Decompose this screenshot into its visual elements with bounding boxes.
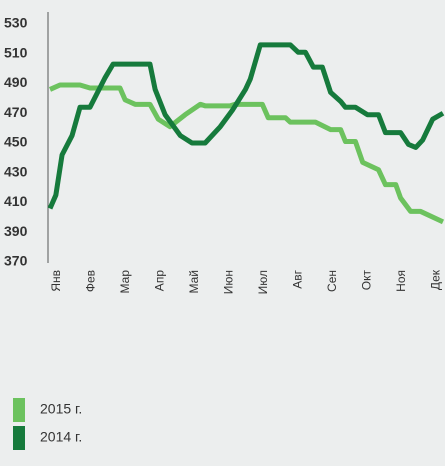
y-tick-label: 530 <box>4 15 28 31</box>
x-tick-label: Май <box>187 270 201 294</box>
x-tick-label: Авг <box>290 269 304 288</box>
legend-label: 2015 г. <box>40 401 82 417</box>
x-tick-label: Окт <box>359 270 373 291</box>
y-tick-label: 390 <box>4 223 28 239</box>
x-tick-label: Июл <box>256 270 270 294</box>
legend-swatch <box>13 426 25 450</box>
y-tick-label: 370 <box>4 253 28 269</box>
y-tick-label: 410 <box>4 193 28 209</box>
y-tick-label: 450 <box>4 134 28 150</box>
x-tick-label: Сен <box>325 270 339 292</box>
y-tick-label: 490 <box>4 74 28 90</box>
x-tick-label: Фев <box>84 270 98 292</box>
legend-swatch <box>13 398 25 422</box>
y-tick-label: 510 <box>4 44 28 60</box>
x-tick-label: Янв <box>49 270 63 292</box>
legend-label: 2014 г. <box>40 429 82 445</box>
x-tick-label: Июн <box>221 270 235 294</box>
line <box>48 82 445 225</box>
y-tick-label: 470 <box>4 104 28 120</box>
line <box>47 42 445 210</box>
y-tick-label: 430 <box>4 163 28 179</box>
x-tick-label: Ноя <box>394 270 408 292</box>
x-tick-label: Апр <box>152 270 166 292</box>
x-tick-label: Мар <box>118 270 132 294</box>
x-tick-label: Дек <box>428 269 442 290</box>
